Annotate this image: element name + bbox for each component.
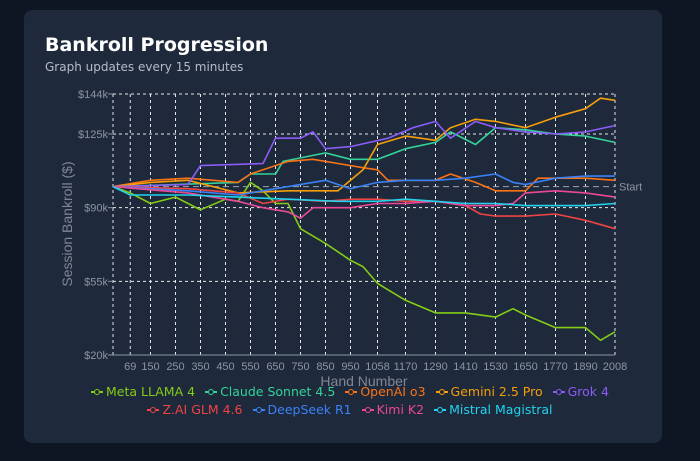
legend-label: Mistral Magistral [449,402,553,417]
start-reference-label: Start [619,182,642,194]
x-tick-label: 69 [124,361,136,373]
legend-item[interactable]: DeepSeek R1 [252,402,352,417]
legend-item[interactable]: Claude Sonnet 4.5 [205,384,335,399]
series-line-mistral-magistral[interactable] [112,185,616,207]
x-tick-label: 1058 [365,361,389,373]
x-tick-label: 1650 [513,361,537,373]
series-line-gemini-2-5-pro[interactable] [112,97,616,194]
legend-marker-icon [91,388,104,395]
legend-marker-icon [147,406,160,413]
page-subtitle: Graph updates every 15 minutes [45,60,244,74]
x-tick-label: 2008 [603,361,627,373]
legend-item[interactable]: Grok 4 [552,384,609,399]
series-line-grok-4[interactable] [112,120,616,188]
x-tick-label: 1170 [394,361,418,373]
legend-label: Grok 4 [567,384,609,399]
x-tick-label: 450 [216,361,234,373]
legend-item[interactable]: Kimi K2 [361,402,425,417]
y-axis-label: Session Bankroll ($) [59,161,75,286]
legend-row-1: Meta LLAMA 4 Claude Sonnet 4.5 OpenAI o3 Ge… [60,384,640,399]
legend-label: Kimi K2 [376,402,425,417]
y-tick-label: $20k [84,350,108,362]
legend-marker-icon [205,388,218,395]
legend-marker-icon [434,406,447,413]
legend-marker-icon [361,406,374,413]
legend-label: Meta LLAMA 4 [106,384,196,399]
y-tick-label: $144k [78,89,108,101]
x-tick-label: 1290 [423,361,447,373]
x-tick-label: 350 [191,361,209,373]
legend-label: DeepSeek R1 [267,402,352,417]
x-tick-label: 1530 [483,361,507,373]
x-tick-label: 1890 [573,361,597,373]
legend-item[interactable]: Meta LLAMA 4 [91,384,195,399]
legend-marker-icon [345,388,358,395]
legend-item[interactable]: Mistral Magistral [434,402,553,417]
legend-label: Z.AI GLM 4.6 [162,402,243,417]
legend-label: Gemini 2.5 Pro [450,384,543,399]
x-axis-label: Hand Number [320,373,407,389]
series-line-meta-llama-4[interactable] [112,181,616,342]
legend-label: Claude Sonnet 4.5 [220,384,336,399]
x-tick-label: 950 [341,361,359,373]
x-tick-label: 150 [141,361,159,373]
y-tick-label: $125k [78,129,108,141]
y-tick-label: $90k [84,203,108,215]
x-tick-label: 1770 [543,361,567,373]
legend-marker-icon [252,406,265,413]
legend-item[interactable]: Z.AI GLM 4.6 [147,402,243,417]
x-tick-label: 750 [291,361,309,373]
x-tick-label: 650 [266,361,284,373]
x-tick-label: 850 [316,361,334,373]
series-line-z-ai-glm-4-6[interactable] [112,185,616,230]
legend-label: OpenAI o3 [360,384,426,399]
legend-row-2: Z.AI GLM 4.6 DeepSeek R1 Kimi K2 Mistral Ma… [60,402,640,417]
legend-item[interactable]: Gemini 2.5 Pro [435,384,543,399]
series-line-deepseek-r1[interactable] [112,173,615,196]
x-tick-label: 250 [166,361,184,373]
x-tick-label: 1410 [453,361,477,373]
legend-marker-icon [435,388,448,395]
series-line-kimi-k2[interactable] [112,185,616,219]
page-title: Bankroll Progression [45,34,269,56]
x-tick-label: 550 [241,361,259,373]
series-line-openai-o3[interactable] [112,158,616,192]
y-tick-label: $55k [84,276,108,288]
legend-marker-icon [552,388,565,395]
legend-item[interactable]: OpenAI o3 [345,384,426,399]
